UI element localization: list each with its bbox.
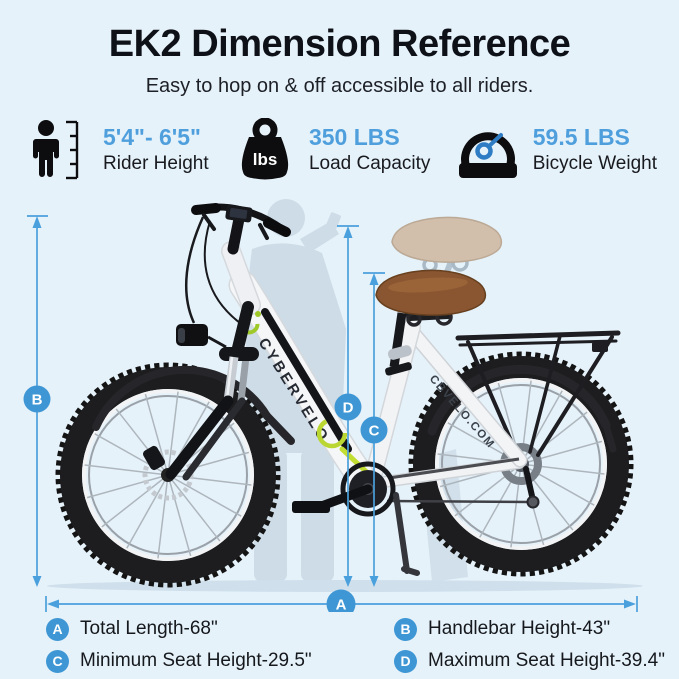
load-capacity-label: Load Capacity	[308, 152, 431, 174]
legend-item-handlebar-height: B Handlebar Height-43"	[394, 617, 679, 641]
rider-height-label: Rider Height	[103, 152, 209, 174]
legend-badge-B: B	[394, 617, 417, 641]
dim-badge-D: D	[343, 399, 354, 416]
legend-text-min-seat-height: Minimum Seat Height-29.5"	[80, 650, 312, 672]
rider-height-value: 5'4"- 6'5"	[103, 124, 201, 151]
legend-item-max-seat-height: D Maximum Seat Height-39.4"	[394, 649, 679, 673]
spec-row: 5'4"- 6'5" Rider Height lbs 350 LBS Load…	[0, 114, 679, 186]
legend-text-handlebar-height: Handlebar Height-43"	[428, 618, 611, 640]
load-capacity-icon: lbs	[241, 117, 289, 180]
dimension-line-C: C	[360, 271, 388, 587]
drivetrain	[292, 457, 540, 576]
dim-badge-A: A	[336, 596, 347, 612]
bicycle-weight-icon	[458, 132, 517, 178]
fenders	[92, 364, 617, 453]
dimension-line-A: A	[45, 589, 638, 612]
load-capacity-value: 350 LBS	[308, 124, 400, 151]
legend-item-min-seat-height: C Minimum Seat Height-29.5"	[46, 649, 394, 673]
spec-load-capacity: lbs 350 LBS Load Capacity	[234, 117, 431, 182]
legend-badge-C: C	[46, 649, 69, 673]
bike-dimension-diagram: CBVELO.COM CYBERVELO	[23, 198, 643, 612]
rear-rack	[455, 330, 621, 457]
page-subtitle: Easy to hop on & off accessible to all r…	[145, 74, 534, 97]
bicycle-weight-label: Bicycle Weight	[532, 152, 657, 174]
dimension-legend: A Total Length-68" B Handlebar Height-43…	[0, 612, 679, 673]
rider-height-icon	[33, 119, 79, 179]
spec-rider-height: 5'4"- 6'5" Rider Height	[30, 118, 209, 182]
lbs-icon-text: lbs	[253, 150, 278, 169]
legend-text-max-seat-height: Maximum Seat Height-39.4"	[428, 650, 665, 672]
legend-badge-D: D	[394, 649, 417, 673]
lcd-display	[225, 204, 253, 223]
header: EK2 Dimension Reference Easy to hop on &…	[0, 0, 679, 98]
legend-item-total-length: A Total Length-68"	[46, 617, 394, 641]
legend-badge-A: A	[46, 617, 69, 641]
front-wheel	[55, 362, 281, 588]
cockpit	[165, 202, 291, 481]
page-title: EK2 Dimension Reference	[108, 23, 571, 65]
dimension-line-B: B	[23, 214, 51, 587]
pedal	[292, 500, 330, 513]
spec-bicycle-weight: 59.5 LBS Bicycle Weight	[456, 118, 657, 182]
legend-text-total-length: Total Length-68"	[80, 618, 218, 640]
bicycle-weight-value: 59.5 LBS	[532, 124, 630, 151]
dim-badge-C: C	[369, 422, 380, 439]
dim-badge-B: B	[32, 391, 43, 408]
saddle	[375, 269, 487, 376]
dimension-line-D: D	[334, 224, 362, 587]
